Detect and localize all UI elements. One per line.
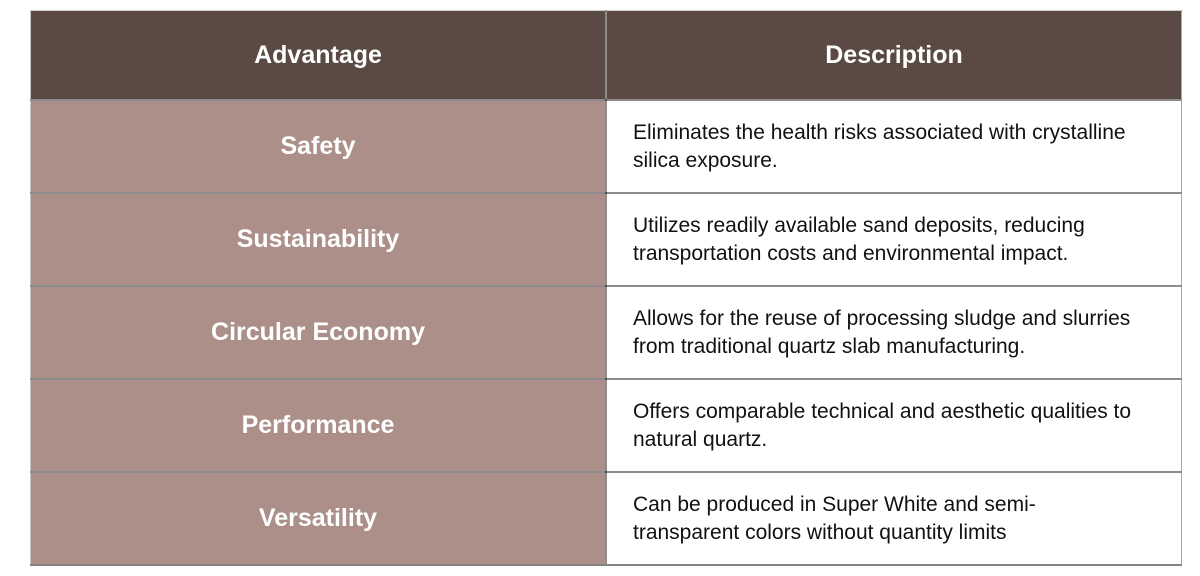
advantage-cell: Versatility: [30, 471, 607, 566]
advantage-cell: Circular Economy: [30, 285, 607, 380]
advantages-table: Advantage Description Safety Eliminates …: [30, 10, 1182, 566]
advantage-cell: Safety: [30, 99, 607, 194]
description-cell: Can be produced in Super White and semi-…: [605, 471, 1182, 566]
table-row: Safety Eliminates the health risks assoc…: [30, 99, 1182, 194]
advantage-cell: Sustainability: [30, 192, 607, 287]
column-header-advantage: Advantage: [30, 10, 607, 101]
description-cell: Eliminates the health risks associated w…: [605, 99, 1182, 194]
table-row: Performance Offers comparable technical …: [30, 378, 1182, 473]
column-header-description: Description: [605, 10, 1182, 101]
description-cell: Offers comparable technical and aestheti…: [605, 378, 1182, 473]
table-container: Advantage Description Safety Eliminates …: [30, 10, 1182, 566]
description-cell: Utilizes readily available sand deposits…: [605, 192, 1182, 287]
advantage-cell: Performance: [30, 378, 607, 473]
table-row: Sustainability Utilizes readily availabl…: [30, 192, 1182, 287]
table-row: Circular Economy Allows for the reuse of…: [30, 285, 1182, 380]
description-cell: Allows for the reuse of processing sludg…: [605, 285, 1182, 380]
table-header-row: Advantage Description: [30, 10, 1182, 101]
table-row: Versatility Can be produced in Super Whi…: [30, 471, 1182, 566]
